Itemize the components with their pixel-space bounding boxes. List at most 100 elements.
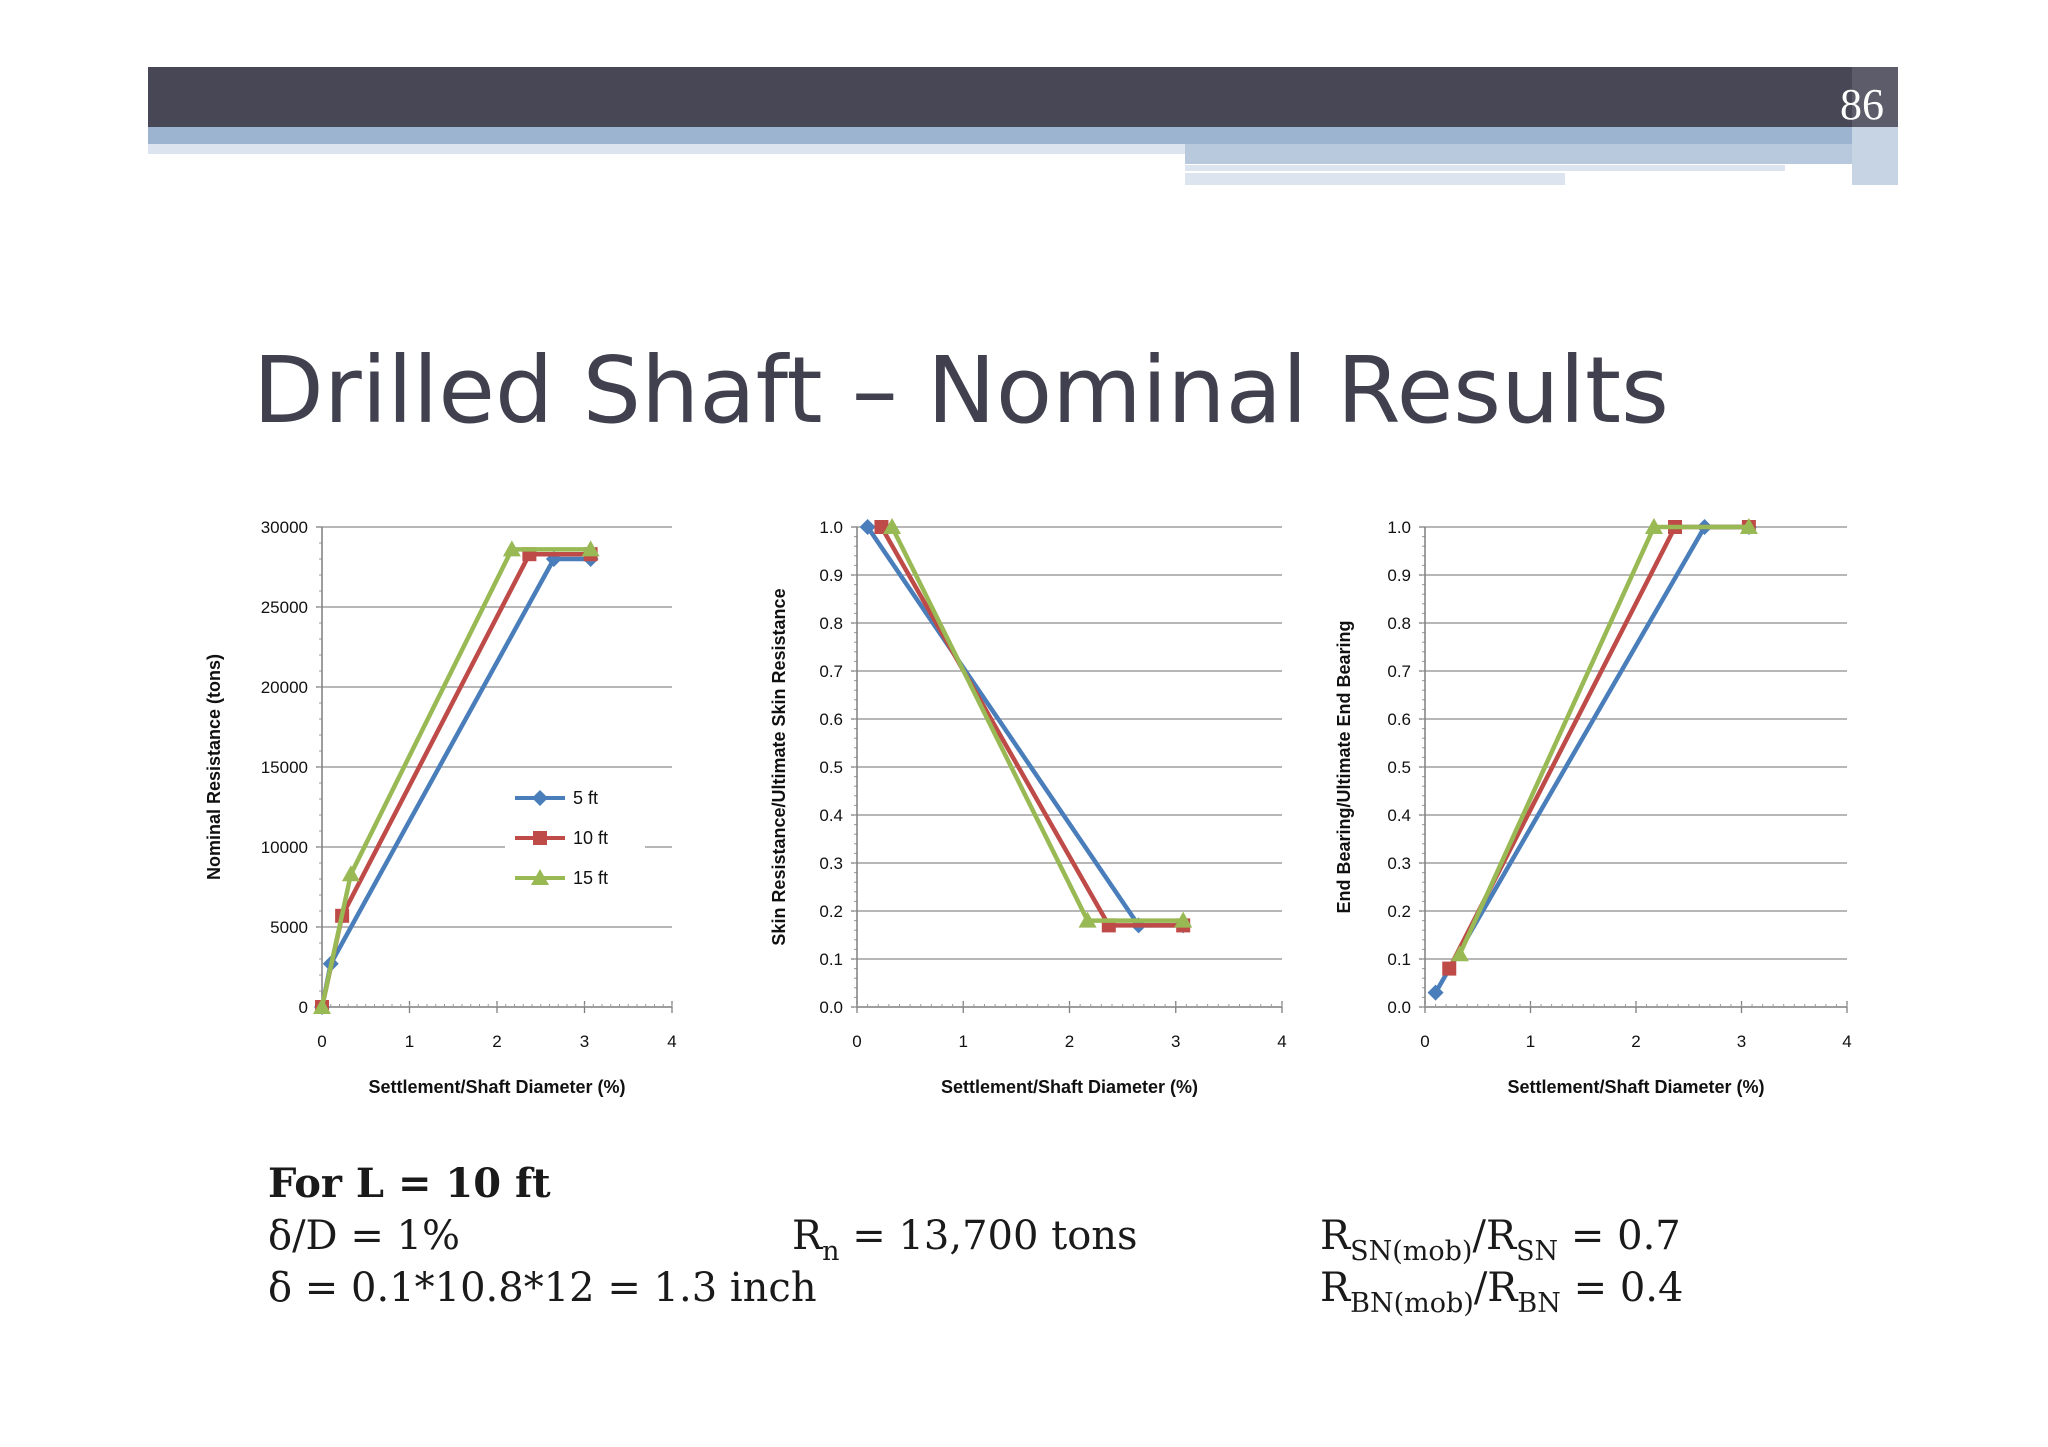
chart-svg: 0.0 0.1 0.2 0.3 0.4 0.5 0.6 0.7 0.8 0.9 1.0 0 1 2 3 4 Se…	[769, 518, 1287, 1097]
chart-skin-resistance: 0.0 0.1 0.2 0.3 0.4 0.5 0.6 0.7 0.8 0.9 1.0 0 1 2 3 4 Se…	[760, 500, 1300, 1120]
x-tick-label: 1	[959, 1032, 968, 1051]
base-slash: /R	[1473, 1265, 1518, 1311]
x-tick-label: 2	[1631, 1032, 1640, 1051]
skin-mobilized-ratio: RSN(mob)/RSN = 0.7	[1320, 1210, 1681, 1278]
y-tick-label: 0	[299, 998, 308, 1017]
rn-symbol: R	[792, 1213, 823, 1259]
legend-marker	[533, 831, 547, 845]
slide-number: 86	[1840, 80, 1884, 129]
x-tick-label: 1	[1526, 1032, 1535, 1051]
y-tick-label: 0.7	[819, 662, 843, 681]
series-line	[319, 551, 591, 1008]
y-tick-label: 0.5	[1387, 758, 1411, 777]
y-tick-label: 0.3	[1387, 854, 1411, 873]
data-point	[1078, 911, 1097, 928]
data-point	[1442, 961, 1457, 976]
x-tick-label: 3	[1171, 1032, 1180, 1051]
series-line	[319, 547, 591, 1008]
data-point	[1739, 518, 1758, 534]
y-tick-label: 30000	[261, 518, 308, 537]
header-end-block-inner	[1852, 67, 1898, 127]
series-line	[1447, 524, 1749, 970]
y-tick-label: 1.0	[1387, 518, 1411, 537]
data-point	[883, 518, 902, 534]
series-line	[319, 556, 591, 1008]
header-stripe-right	[1185, 144, 1898, 164]
y-tick-label: 0.1	[819, 950, 843, 969]
header-stripe-low	[1185, 173, 1565, 185]
skin-sub1: SN(mob)	[1350, 1236, 1473, 1267]
slide-title: Drilled Shaft – Nominal Results	[253, 337, 1669, 444]
y-tick-label: 0.0	[1387, 998, 1411, 1017]
x-axis-title: Settlement/Shaft Diameter (%)	[1507, 1077, 1764, 1097]
header-stripe-pale	[148, 144, 1188, 154]
y-tick-label: 0.8	[1387, 614, 1411, 633]
series-line	[1433, 524, 1749, 994]
skin-value: = 0.7	[1558, 1213, 1681, 1259]
series-line	[879, 525, 1184, 928]
header-bar	[148, 67, 1898, 127]
x-tick-label: 0	[317, 1032, 326, 1051]
base-value: = 0.4	[1560, 1265, 1684, 1311]
data-point	[1174, 911, 1193, 928]
y-tick-label: 0.2	[1387, 902, 1411, 921]
y-axis-title: Skin Resistance/Ultimate Skin Resistance	[769, 588, 789, 945]
x-tick-label: 1	[405, 1032, 414, 1051]
header-band	[148, 67, 1898, 185]
y-tick-label: 0.2	[819, 902, 843, 921]
y-tick-label: 0.5	[819, 758, 843, 777]
y-tick-label: 0.7	[1387, 662, 1411, 681]
legend-label: 5 ft	[573, 788, 598, 808]
series-line	[1457, 524, 1749, 956]
y-tick-label: 0.6	[819, 710, 843, 729]
x-tick-label: 0	[1420, 1032, 1429, 1051]
legend-marker	[531, 869, 549, 885]
x-tick-label: 4	[1277, 1032, 1286, 1051]
y-tick-label: 0.4	[819, 806, 843, 825]
y-tick-label: 0.3	[819, 854, 843, 873]
base-sub1: BN(mob)	[1350, 1288, 1474, 1319]
legend-marker	[532, 790, 548, 806]
x-axis-title: Settlement/Shaft Diameter (%)	[941, 1077, 1198, 1097]
x-tick-label: 0	[852, 1032, 861, 1051]
y-tick-label: 10000	[261, 838, 308, 857]
y-tick-label: 0.4	[1387, 806, 1411, 825]
data-point	[581, 540, 600, 557]
x-tick-label: 3	[580, 1032, 589, 1051]
y-tick-label: 5000	[270, 918, 308, 937]
data-point	[1427, 984, 1444, 1001]
skin-r1: R	[1320, 1213, 1351, 1259]
legend: 5 ft 10 ft 15 ft	[505, 786, 645, 896]
y-tick-label: 0.9	[1387, 566, 1411, 585]
settlement-ratio: δ/D = 1%	[268, 1213, 461, 1259]
x-axis-title: Settlement/Shaft Diameter (%)	[368, 1077, 625, 1097]
data-point	[502, 540, 521, 557]
chart-svg: 0.0 0.1 0.2 0.3 0.4 0.5 0.6 0.7 0.8 0.9 1.0 0 1 2 3 4 Se…	[1334, 518, 1852, 1097]
nominal-resistance-value: Rn = 13,700 tons	[792, 1210, 1138, 1278]
y-tick-label: 0.6	[1387, 710, 1411, 729]
y-tick-label: 25000	[261, 598, 308, 617]
x-tick-label: 4	[667, 1032, 676, 1051]
settlement-calc: δ = 0.1*10.8*12 = 1.3 inch	[268, 1265, 817, 1311]
x-tick-label: 2	[1065, 1032, 1074, 1051]
data-point	[874, 520, 889, 534]
data-point	[859, 519, 876, 535]
skin-sub2: SN	[1516, 1236, 1559, 1267]
header-stripe	[148, 127, 1898, 144]
legend-label: 15 ft	[573, 868, 608, 888]
series-line	[890, 525, 1184, 923]
chart-end-bearing: 0.0 0.1 0.2 0.3 0.4 0.5 0.6 0.7 0.8 0.9 1.0 0 1 2 3 4 Se…	[1325, 500, 1865, 1120]
legend-label: 10 ft	[573, 828, 608, 848]
rn-text: = 13,700 tons	[839, 1213, 1138, 1259]
case-heading: For L = 10 ft	[268, 1160, 551, 1207]
base-sub2: BN	[1517, 1288, 1561, 1319]
rn-subscript: n	[822, 1236, 840, 1267]
data-point	[1450, 945, 1469, 962]
y-tick-label: 20000	[261, 678, 308, 697]
y-tick-label: 1.0	[819, 518, 843, 537]
chart-svg: 0 5000 10000 15000 20000 25000 30000 0 1 2 3 4 Settl…	[204, 518, 677, 1097]
y-axis-title: End Bearing/Ultimate End Bearing	[1334, 620, 1354, 913]
header-stripe-thin	[1185, 165, 1785, 171]
y-tick-label: 0.0	[819, 998, 843, 1017]
x-tick-label: 4	[1842, 1032, 1851, 1051]
